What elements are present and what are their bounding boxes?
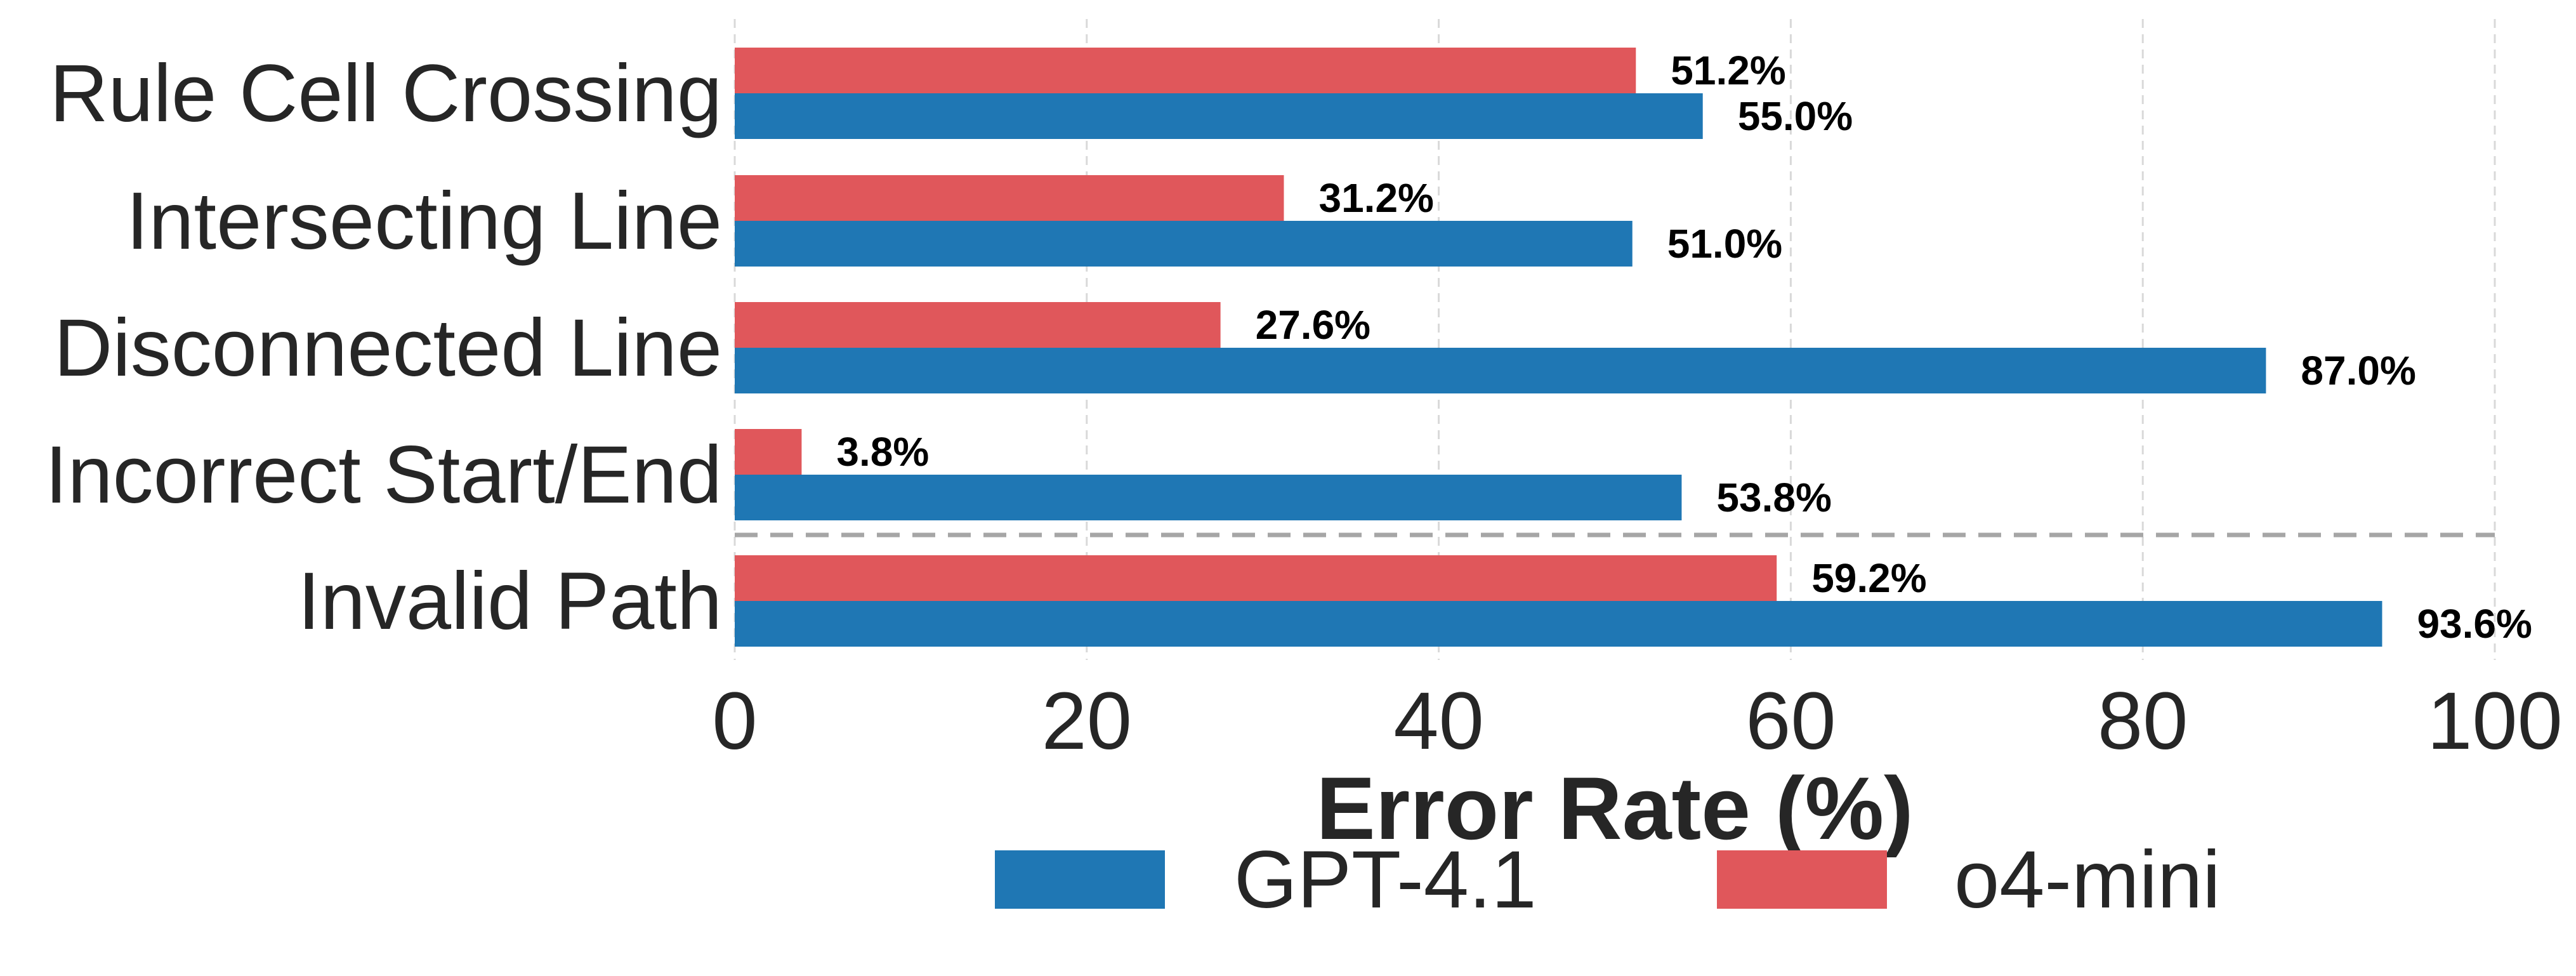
data-label-gpt-4-1-2: 87.0%	[2301, 348, 2415, 393]
x-tick-label-2: 40	[1393, 676, 1483, 767]
x-tick-labels: 0 20 40 60 80 100	[712, 676, 2562, 767]
bar-o4-mini-1	[735, 175, 1284, 221]
x-tick-label-4: 80	[2098, 676, 2188, 767]
x-tick-label-5: 100	[2427, 676, 2563, 767]
bars	[735, 48, 2382, 647]
data-label-gpt-4-1-1: 51.0%	[1667, 221, 1782, 267]
data-label-o4-mini-0: 51.2%	[1671, 48, 1785, 93]
category-label-3: Incorrect Start/End	[45, 430, 722, 520]
x-tick-label-3: 60	[1745, 676, 1836, 767]
legend-swatch-gpt-4-1	[995, 850, 1165, 909]
legend-label-gpt-4-1: GPT-4.1	[1234, 834, 1537, 925]
legend-swatch-o4-mini	[1717, 850, 1887, 909]
category-label-0: Rule Cell Crossing	[49, 48, 722, 139]
data-label-o4-mini-1: 31.2%	[1318, 175, 1433, 221]
bar-o4-mini-2	[735, 302, 1221, 348]
legend: GPT-4.1 o4-mini	[995, 834, 2221, 925]
x-tick-label-0: 0	[712, 676, 757, 767]
category-labels: Rule Cell Crossing Intersecting Line Disco…	[45, 48, 722, 647]
bar-o4-mini-3	[735, 429, 802, 475]
data-label-o4-mini-4: 59.2%	[1811, 555, 1926, 601]
bar-gpt-4-1-3	[735, 475, 1682, 520]
x-axis-title: Error Rate (%)	[1316, 758, 1913, 858]
x-tick-label-1: 20	[1042, 676, 1132, 767]
category-label-4: Invalid Path	[298, 556, 722, 647]
data-label-gpt-4-1-4: 93.6%	[2417, 601, 2532, 647]
bar-o4-mini-0	[735, 48, 1636, 93]
category-label-1: Intersecting Line	[126, 176, 722, 267]
bar-gpt-4-1-4	[735, 601, 2382, 647]
bar-gpt-4-1-0	[735, 93, 1703, 139]
data-label-gpt-4-1-0: 55.0%	[1738, 93, 1853, 139]
data-label-o4-mini-2: 27.6%	[1256, 302, 1370, 348]
data-label-o4-mini-3: 3.8%	[836, 429, 929, 475]
legend-label-o4-mini: o4-mini	[1954, 834, 2221, 925]
data-label-gpt-4-1-3: 53.8%	[1716, 475, 1831, 520]
bar-o4-mini-4	[735, 555, 1777, 601]
bar-gpt-4-1-1	[735, 221, 1633, 267]
data-labels: 51.2%55.0% 31.2% 51.0% 27.6% 87.0% 3.8% 53.8% 5…	[836, 48, 2532, 647]
bar-gpt-4-1-2	[735, 348, 2266, 393]
category-label-2: Disconnected Line	[54, 303, 722, 393]
